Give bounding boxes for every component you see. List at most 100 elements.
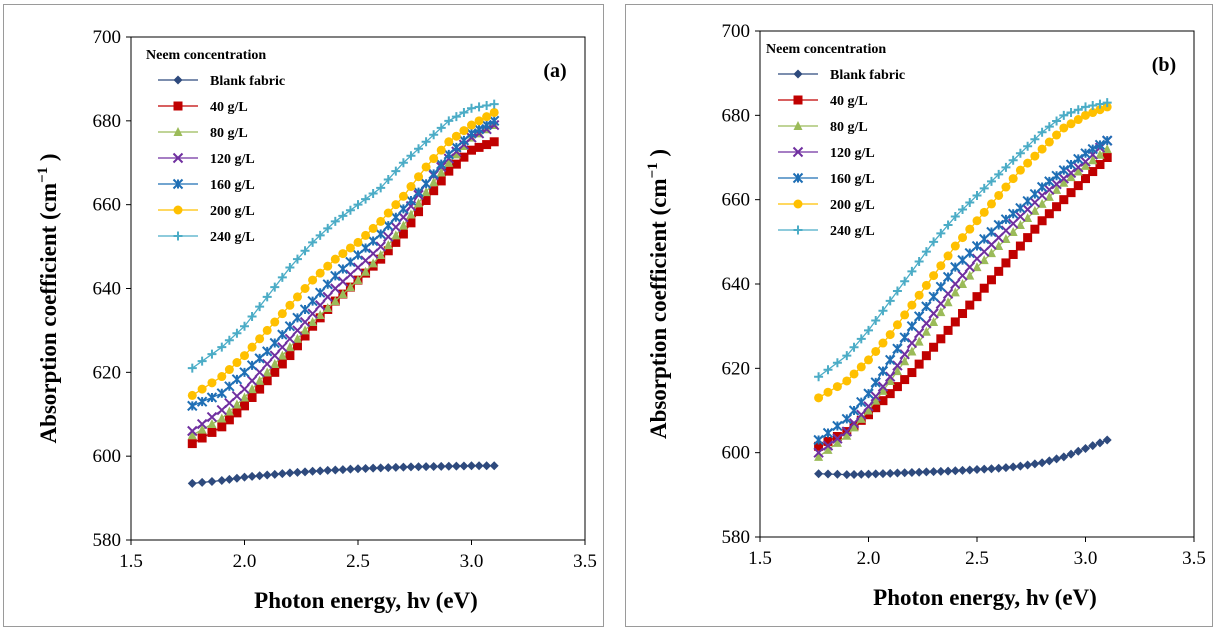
legend-label-b-5: 200 g/L	[830, 198, 875, 213]
data-point-b-5	[1045, 138, 1054, 147]
data-point-b-1	[980, 284, 989, 293]
data-point-b-5	[850, 369, 859, 378]
data-point-a-5	[217, 372, 226, 381]
chart-panel-b: 580 600 620 640 660 680 700 1.5 2.0 2.5 3.0 3.5 Phot…	[625, 4, 1213, 627]
legend-marker-a-1	[174, 102, 183, 111]
data-point-b-5	[965, 225, 974, 234]
data-point-a-4	[384, 221, 393, 230]
legend-label-a-6: 240 g/L	[210, 230, 255, 245]
y-tick-label-b: 580	[722, 527, 751, 548]
data-point-a-5	[475, 116, 484, 125]
x-tick-label-a: 1.5	[119, 551, 143, 572]
data-point-b-4	[893, 344, 902, 353]
data-point-b-5	[936, 261, 945, 270]
x-axis-title-a: Photon energy, hν (eV)	[254, 588, 478, 613]
y-tick-label-a: 600	[93, 446, 122, 467]
legend-label-b-2: 80 g/L	[830, 120, 868, 135]
data-point-a-5	[354, 238, 363, 247]
data-point-b-1	[1103, 153, 1112, 162]
data-point-a-0	[232, 474, 241, 483]
y-axis-title-b: Absorption coefficient (cm−1 )	[645, 149, 671, 439]
data-point-a-6	[188, 364, 197, 373]
data-point-a-0	[459, 461, 468, 470]
data-point-b-4	[900, 333, 909, 342]
data-point-b-4	[833, 421, 842, 430]
data-point-a-4	[207, 393, 216, 402]
data-point-a-6	[452, 112, 461, 121]
data-point-b-5	[958, 233, 967, 242]
panel-label-a: (a)	[543, 60, 566, 82]
y-tick-label-a: 640	[93, 279, 122, 300]
data-point-a-5	[422, 162, 431, 171]
data-point-b-4	[929, 292, 938, 301]
data-point-b-1	[1023, 233, 1032, 242]
data-point-b-1	[994, 267, 1003, 276]
data-point-b-6	[878, 306, 887, 315]
legend-label-a-2: 80 g/L	[210, 126, 248, 141]
data-point-a-0	[316, 466, 325, 475]
data-point-a-0	[437, 462, 446, 471]
y-tick-label-b: 680	[722, 105, 751, 126]
data-point-a-0	[188, 479, 197, 488]
legend-label-a-3: 120 g/L	[210, 152, 255, 167]
data-point-a-5	[331, 255, 340, 264]
data-point-a-4	[422, 179, 431, 188]
data-point-a-5	[361, 231, 370, 240]
data-point-a-5	[188, 391, 197, 400]
data-point-a-1	[255, 385, 264, 394]
data-point-b-5	[929, 271, 938, 280]
data-point-b-5	[900, 310, 909, 319]
legend-marker-b-1	[794, 96, 803, 105]
data-point-b-0	[833, 470, 842, 479]
data-point-a-4	[188, 401, 197, 410]
data-point-b-0	[814, 469, 823, 478]
data-point-b-0	[1038, 458, 1047, 467]
legend-label-b-6: 240 g/L	[830, 224, 875, 239]
data-point-b-5	[893, 320, 902, 329]
data-point-a-4	[399, 204, 408, 213]
data-point-b-1	[951, 317, 960, 326]
data-point-a-3	[384, 232, 393, 241]
data-point-b-4	[915, 312, 924, 321]
y-tick-label-b: 640	[722, 274, 751, 295]
legend-label-a-5: 200 g/L	[210, 204, 255, 219]
data-point-b-4	[878, 367, 887, 376]
data-point-b-1	[1016, 242, 1025, 251]
data-point-a-0	[301, 467, 310, 476]
data-point-b-0	[1023, 461, 1032, 470]
data-point-a-0	[384, 463, 393, 472]
legend-marker-a-5	[174, 206, 183, 215]
data-point-a-0	[452, 462, 461, 471]
x-tick-label-a: 2.0	[233, 551, 257, 572]
data-point-b-0	[965, 465, 974, 474]
data-point-b-5	[823, 388, 832, 397]
data-point-a-3	[248, 376, 257, 385]
chart-svg-a: 5806006206406606807001.5 2.0 2.5 3.0 3.5Phot…	[4, 5, 605, 628]
data-point-b-5	[994, 191, 1003, 200]
data-point-a-5	[391, 200, 400, 209]
x-tick-label-b: 1.5	[748, 548, 772, 569]
legend-marker-b-0	[794, 70, 803, 79]
y-tick-label-a: 580	[93, 530, 122, 551]
data-point-a-0	[369, 464, 378, 473]
data-point-a-5	[248, 343, 257, 352]
legend-marker-b-6	[794, 226, 803, 235]
data-point-a-5	[369, 224, 378, 233]
data-point-b-0	[987, 464, 996, 473]
data-point-b-0	[823, 470, 832, 479]
data-point-b-1	[944, 326, 953, 335]
data-point-b-0	[958, 466, 967, 475]
data-point-a-0	[376, 463, 385, 472]
data-point-b-0	[1016, 462, 1025, 471]
data-point-a-6	[198, 357, 207, 366]
data-point-b-6	[922, 247, 931, 256]
data-point-a-0	[391, 463, 400, 472]
data-point-b-3	[958, 271, 967, 280]
data-point-a-5	[270, 318, 279, 327]
data-point-a-5	[207, 378, 216, 387]
legend-label-b-4: 160 g/L	[830, 172, 875, 187]
data-point-a-5	[429, 154, 438, 163]
legend-label-a-4: 160 g/L	[210, 178, 255, 193]
plot-area-b	[760, 31, 1194, 537]
x-tick-label-b: 3.0	[1074, 548, 1098, 569]
